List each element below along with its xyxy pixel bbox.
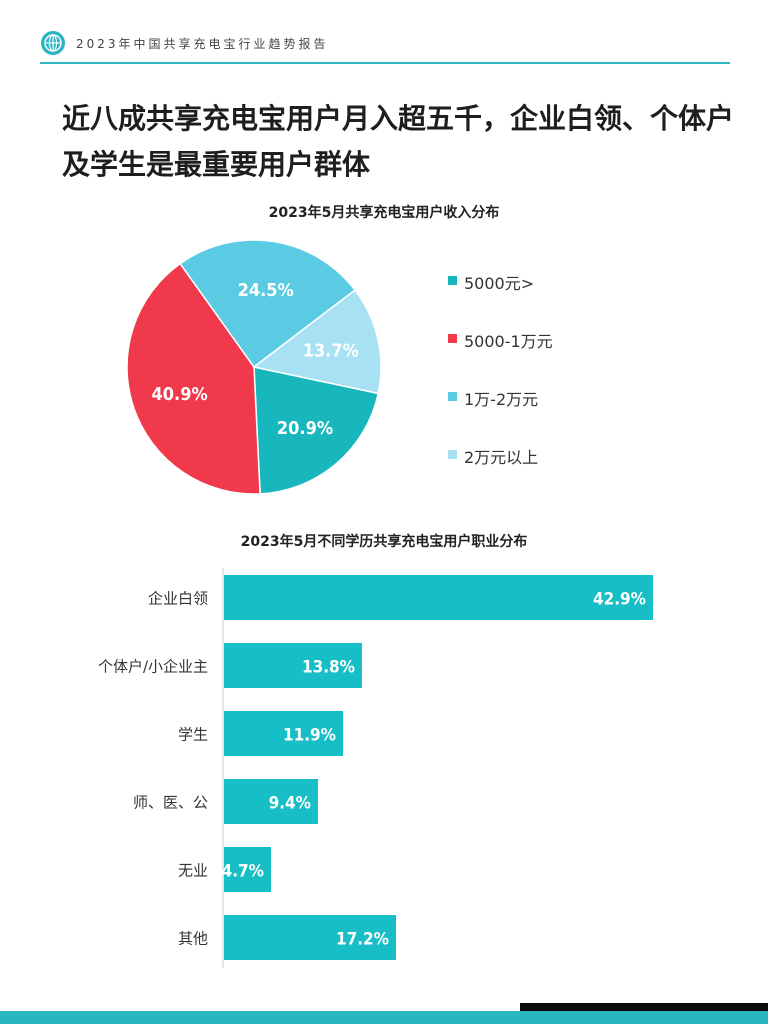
page-title: 近八成共享充电宝用户月入超五千，企业白领、个体户及学生是最重要用户群体 [62, 102, 735, 181]
globe-icon [41, 31, 65, 55]
income-pie-chart: 20.9% 40.9% 24.5% 13.7% [126, 239, 382, 495]
footer-accent-bar [520, 1003, 768, 1014]
legend-label: 5000元> [464, 274, 535, 293]
legend-label: 1万-2万元 [464, 390, 539, 409]
bar-value-label: 11.9% [283, 726, 336, 746]
footer-band [0, 1011, 768, 1024]
bar-category-label: 师、医、公 [133, 794, 208, 812]
bar-value-label: 9.4% [269, 794, 311, 814]
legend-label: 2万元以上 [464, 448, 539, 467]
legend-item: 2万元以上 [448, 444, 648, 467]
report-header: 2023年中国共享充电宝行业趋势报告 [40, 30, 730, 64]
header-divider [40, 62, 730, 64]
legend-item: 5000-1万元 [448, 328, 648, 351]
bar-category-label: 无业 [178, 862, 208, 880]
bar-chart-title: 2023年5月不同学历共享充电宝用户职业分布 [240, 534, 528, 550]
bar-category-label: 学生 [178, 726, 208, 744]
bar [224, 575, 653, 620]
pie-chart-title: 2023年5月共享充电宝用户收入分布 [268, 205, 500, 221]
legend-swatch [448, 334, 457, 343]
pie-slice [179, 239, 357, 369]
pie-slice-label: 13.7% [303, 341, 359, 362]
pie-slice-label: 24.5% [238, 280, 294, 301]
bar-category-label: 企业白领 [148, 590, 208, 608]
bar [224, 779, 318, 824]
legend-label: 5000-1万元 [464, 332, 553, 351]
bar-value-label: 42.9% [593, 590, 646, 610]
bar-category-label: 个体户/小企业主 [98, 658, 208, 676]
bar [224, 711, 343, 756]
pie-slice [253, 366, 380, 495]
pie-slice [252, 288, 382, 395]
bar [224, 643, 362, 688]
occupation-bar-chart: 企业白领 42.9% 个体户/小企业主 13.8% 学生 11.9% 师、医、公 9.4% 无业… [98, 568, 653, 968]
report-title: 2023年中国共享充电宝行业趋势报告 [76, 37, 329, 51]
bar [224, 915, 396, 960]
legend-swatch [448, 276, 457, 285]
bar-value-label: 13.8% [302, 658, 355, 678]
bar-value-label: 4.7% [222, 862, 264, 882]
bar [224, 847, 271, 892]
legend-item: 5000元> [448, 270, 648, 293]
pie-slice-label: 20.9% [277, 418, 333, 439]
bar-category-label: 其他 [178, 930, 208, 948]
bar-value-label: 17.2% [336, 930, 389, 950]
pie-slice-label: 40.9% [152, 384, 208, 405]
legend-swatch [448, 392, 457, 401]
pie-slice [126, 262, 261, 495]
legend-item: 1万-2万元 [448, 386, 648, 409]
legend-swatch [448, 450, 457, 459]
